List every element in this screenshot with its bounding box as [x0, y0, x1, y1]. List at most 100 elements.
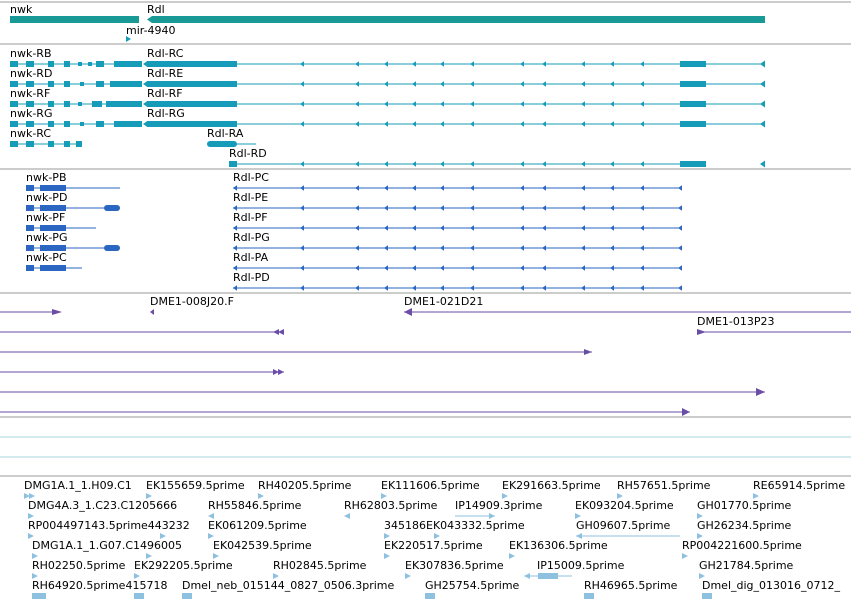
- transcript-rdl-rc[interactable]: Rdl-RC: [147, 47, 765, 67]
- transcript-rdl-rd[interactable]: Rdl-RD: [229, 147, 706, 167]
- est-label: RE65914.5prime: [753, 479, 845, 492]
- transcript-nwk-rg[interactable]: nwk-RG: [10, 107, 142, 127]
- est-label: DMG4A.3_1.C23.C1205666: [28, 499, 177, 512]
- gene-mir-4940[interactable]: mir-4940: [126, 24, 176, 42]
- est-feature[interactable]: RH64920.5prime415718: [32, 579, 167, 599]
- transcript-rdl-rg[interactable]: Rdl-RG: [147, 107, 765, 127]
- gene-rdl[interactable]: Rdl: [147, 3, 765, 23]
- strand-arrow: [355, 61, 359, 67]
- est-label: IP14909.3prime: [455, 499, 543, 512]
- strand-arrow: [233, 245, 237, 251]
- strand-arrow: [384, 265, 388, 271]
- est-label: IP15009.5prime: [537, 559, 625, 572]
- est-feature[interactable]: GH21784.5prime: [699, 559, 794, 579]
- transcript-nwk-rf[interactable]: nwk-RF: [10, 87, 142, 107]
- est-feature[interactable]: IP15009.5prime: [524, 559, 625, 579]
- est-feature[interactable]: RH40205.5prime: [258, 479, 352, 499]
- est-feature[interactable]: EK093204.5prime: [575, 499, 674, 519]
- est-arrow: [381, 493, 387, 499]
- gene-nwk[interactable]: nwk: [10, 3, 139, 23]
- est-label: EK111606.5prime: [381, 479, 480, 492]
- strand-arrow: [440, 205, 444, 211]
- strand-arrow: [384, 61, 388, 67]
- est-feature[interactable]: RH02250.5prime: [32, 559, 126, 579]
- est-label: RH57651.5prime: [617, 479, 711, 492]
- transcript-nwk-rb[interactable]: nwk-RB: [10, 47, 142, 67]
- est-arrow: [697, 513, 703, 519]
- est-feature[interactable]: GH26234.5prime: [697, 519, 792, 539]
- est-feature[interactable]: DMG1A.1_1.G07.C1496005: [32, 539, 182, 559]
- clone-row[interactable]: [0, 408, 690, 416]
- strand-arrow: [542, 265, 546, 271]
- transcript-nwk-rd[interactable]: nwk-RD: [10, 67, 142, 87]
- est-feature[interactable]: EK155659.5prime: [146, 479, 245, 499]
- est-feature[interactable]: IP14909.3prime: [455, 499, 543, 519]
- clone-row[interactable]: [0, 349, 592, 355]
- clone-row[interactable]: [0, 388, 765, 396]
- est-feature[interactable]: EK220517.5prime: [384, 539, 483, 559]
- est-feature[interactable]: DMG1A.1_1.H09.C1: [24, 479, 132, 499]
- clone-arrow: [404, 308, 412, 316]
- est-feature[interactable]: RH46965.5prime: [584, 579, 678, 599]
- transcript-rdl-re[interactable]: Rdl-RE: [147, 67, 765, 87]
- est-feature[interactable]: RH62803.5prime: [344, 499, 438, 519]
- gene-bar: [10, 16, 139, 23]
- est-feature[interactable]: Dmel_neb_015144_0827_0506.3prime: [182, 579, 394, 599]
- transcript-rdl-ra[interactable]: Rdl-RA: [207, 127, 256, 147]
- est-feature[interactable]: GH09607.5prime: [576, 519, 680, 539]
- est-feature[interactable]: RP004497143.5prime443232: [28, 519, 190, 539]
- est-feature[interactable]: DMG4A.3_1.C23.C1205666: [28, 499, 177, 519]
- est-arrow: [576, 533, 582, 539]
- est-feature[interactable]: RP004221600.5prime: [682, 539, 802, 559]
- protein-rdl-pg[interactable]: Rdl-PG: [233, 231, 682, 249]
- est-feature[interactable]: Dmel_dig_013016_0712_: [702, 579, 841, 599]
- strand-arrow: [542, 225, 546, 231]
- strand-arrow: [640, 121, 644, 127]
- est-feature[interactable]: EK291663.5prime: [502, 479, 601, 499]
- cds: [26, 205, 34, 211]
- est-arrow: [434, 533, 440, 539]
- protein-rdl-pa[interactable]: Rdl-PA: [233, 251, 682, 269]
- transcript-nwk-rc[interactable]: nwk-RC: [10, 127, 82, 147]
- est-feature[interactable]: EK292205.5prime: [134, 559, 233, 579]
- protein-rdl-pc[interactable]: Rdl-PC: [233, 171, 682, 189]
- protein-rdl-pf[interactable]: Rdl-PF: [233, 211, 682, 229]
- clone-row[interactable]: DME1-008J20.F: [0, 295, 234, 315]
- clone-row[interactable]: [0, 329, 284, 335]
- est-arrow: [524, 573, 530, 579]
- exon: [680, 161, 706, 167]
- protein-nwk-pc[interactable]: nwk-PC: [26, 251, 82, 271]
- est-feature[interactable]: RH57651.5prime: [617, 479, 711, 499]
- est-feature[interactable]: EK307836.5prime: [405, 559, 504, 579]
- est-feature[interactable]: RE65914.5prime: [753, 479, 845, 499]
- clone-dme1-021d21[interactable]: DME1-021D21: [404, 295, 851, 316]
- protein-nwk-pd[interactable]: nwk-PD: [26, 191, 120, 211]
- protein-nwk-pf[interactable]: nwk-PF: [26, 211, 96, 231]
- est-feature[interactable]: RH02845.5prime: [273, 559, 367, 579]
- strand-arrow: [760, 80, 765, 88]
- est-feature[interactable]: 345186EK043332.5prime: [384, 519, 525, 539]
- est-arrow: [509, 553, 515, 559]
- clone-row[interactable]: [0, 369, 284, 375]
- est-arrow: [273, 573, 279, 579]
- protein-rdl-pd[interactable]: Rdl-PD: [233, 271, 682, 289]
- protein-nwk-pb[interactable]: nwk-PB: [26, 171, 120, 191]
- clone-dme1-013p23[interactable]: DME1-013P23: [697, 315, 851, 335]
- est-feature[interactable]: GH01770.5prime: [697, 499, 792, 519]
- est-feature[interactable]: EK061209.5prime: [208, 519, 307, 539]
- exon: [680, 81, 706, 87]
- strand-arrow: [581, 185, 585, 191]
- est-label: DMG1A.1_1.H09.C1: [24, 479, 132, 492]
- transcript-rdl-rf[interactable]: Rdl-RF: [147, 87, 765, 107]
- est-feature[interactable]: EK042539.5prime: [213, 539, 312, 559]
- est-feature[interactable]: GH25754.5prime: [425, 579, 520, 599]
- protein-nwk-pg[interactable]: nwk-PG: [26, 231, 120, 251]
- strand-arrow: [384, 285, 388, 291]
- protein-rdl-pe[interactable]: Rdl-PE: [233, 191, 682, 209]
- strand-arrow: [542, 81, 546, 87]
- strand-arrow: [440, 61, 444, 67]
- est-feature[interactable]: EK136306.5prime: [509, 539, 608, 559]
- est-feature[interactable]: RH55846.5prime: [208, 499, 302, 519]
- est-feature[interactable]: EK111606.5prime: [381, 479, 480, 499]
- strand-arrow: [440, 101, 444, 107]
